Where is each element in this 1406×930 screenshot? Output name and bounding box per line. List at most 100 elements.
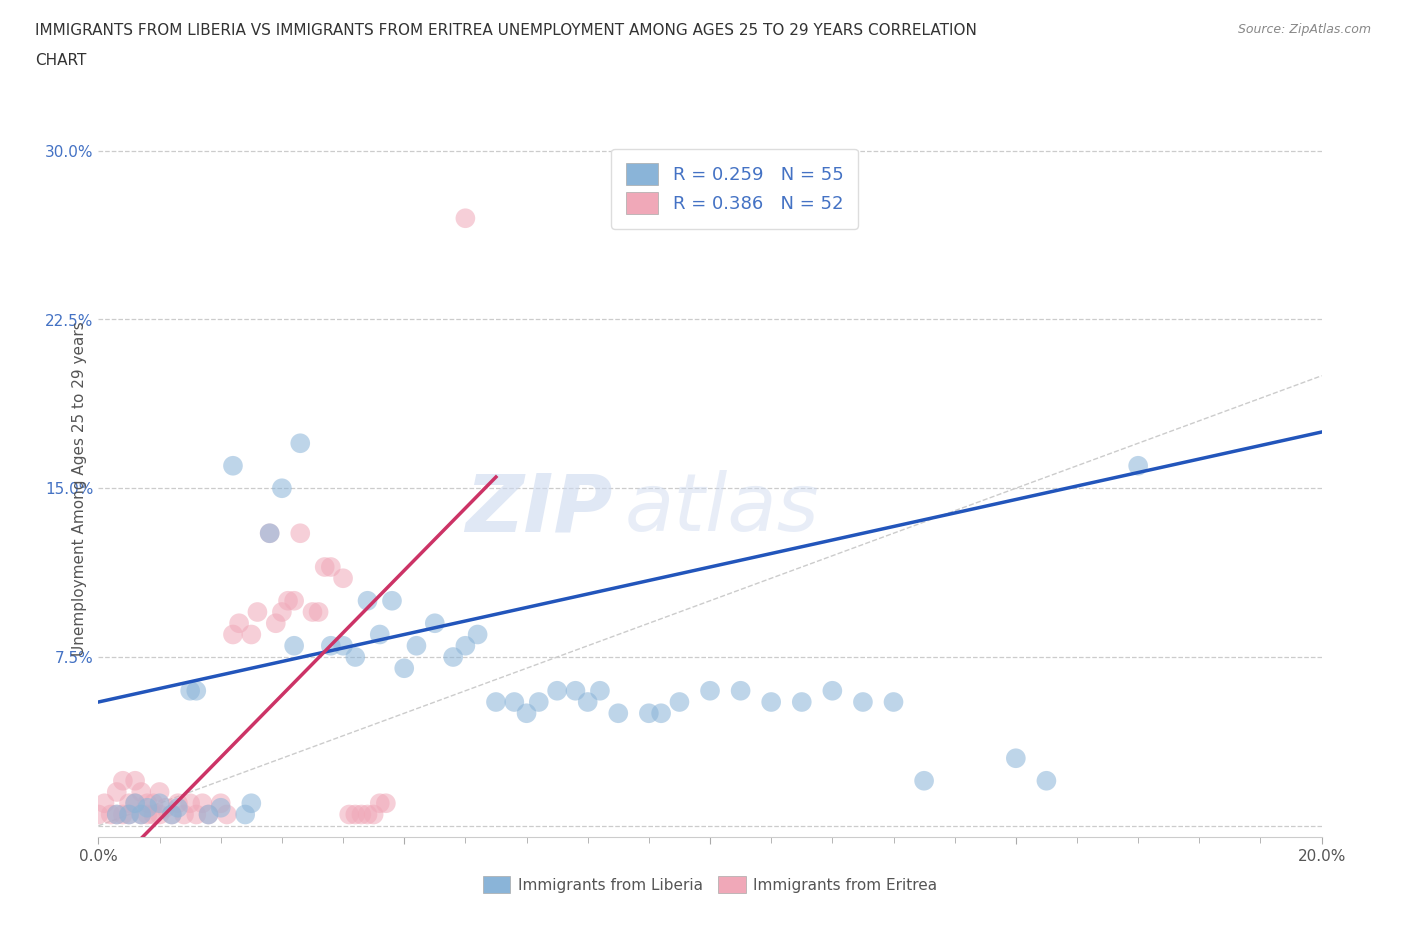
Point — [852, 695, 875, 710]
Point — [118, 807, 141, 822]
Point — [283, 638, 305, 653]
Point — [423, 616, 446, 631]
Point — [209, 796, 232, 811]
Point — [564, 684, 586, 698]
Point — [368, 627, 391, 642]
Y-axis label: Unemployment Among Ages 25 to 29 years: Unemployment Among Ages 25 to 29 years — [72, 321, 87, 656]
Point — [173, 807, 195, 822]
Point — [149, 807, 172, 822]
Point — [240, 627, 263, 642]
Point — [228, 616, 250, 631]
Point — [111, 774, 134, 789]
Point — [105, 785, 128, 800]
Point — [246, 604, 269, 619]
Point — [503, 695, 526, 710]
Point — [546, 684, 568, 698]
Point — [167, 796, 190, 811]
Point — [160, 807, 183, 822]
Point — [136, 796, 159, 811]
Point — [454, 211, 477, 226]
Point — [283, 593, 305, 608]
Point — [215, 807, 238, 822]
Point — [527, 695, 550, 710]
Point — [332, 638, 354, 653]
Point — [186, 684, 208, 698]
Point — [759, 695, 782, 710]
Point — [118, 807, 141, 822]
Point — [405, 638, 427, 653]
Point — [105, 807, 128, 822]
Point — [270, 481, 292, 496]
Point — [129, 807, 152, 822]
Point — [1035, 774, 1057, 789]
Point — [1128, 458, 1150, 473]
Point — [607, 706, 630, 721]
Point — [392, 661, 416, 676]
Point — [337, 807, 360, 822]
Point — [332, 571, 354, 586]
Point — [124, 796, 146, 811]
Legend: Immigrants from Liberia, Immigrants from Eritrea: Immigrants from Liberia, Immigrants from… — [477, 870, 943, 899]
Point — [129, 785, 152, 800]
Point — [467, 627, 489, 642]
Point — [374, 796, 396, 811]
Point — [136, 801, 159, 816]
Point — [454, 638, 477, 653]
Point — [356, 593, 378, 608]
Point — [319, 560, 342, 575]
Text: Source: ZipAtlas.com: Source: ZipAtlas.com — [1237, 23, 1371, 36]
Point — [344, 649, 367, 664]
Point — [222, 627, 245, 642]
Text: IMMIGRANTS FROM LIBERIA VS IMMIGRANTS FROM ERITREA UNEMPLOYMENT AMONG AGES 25 TO: IMMIGRANTS FROM LIBERIA VS IMMIGRANTS FR… — [35, 23, 977, 38]
Point — [589, 684, 612, 698]
Point — [191, 796, 214, 811]
Point — [222, 458, 245, 473]
Point — [209, 801, 232, 816]
Point — [381, 593, 404, 608]
Point — [821, 684, 844, 698]
Point — [124, 774, 146, 789]
Point — [197, 807, 219, 822]
Point — [350, 807, 373, 822]
Point — [179, 684, 201, 698]
Point — [186, 807, 208, 822]
Point — [668, 695, 690, 710]
Point — [124, 796, 146, 811]
Point — [259, 525, 281, 540]
Point — [233, 807, 256, 822]
Point — [142, 796, 165, 811]
Point — [290, 436, 312, 451]
Point — [356, 807, 378, 822]
Point — [485, 695, 508, 710]
Point — [142, 807, 165, 822]
Point — [179, 796, 201, 811]
Point — [441, 649, 464, 664]
Point — [160, 807, 183, 822]
Point — [730, 684, 752, 698]
Point — [699, 684, 721, 698]
Point — [264, 616, 287, 631]
Point — [149, 796, 172, 811]
Point — [308, 604, 330, 619]
Point — [883, 695, 905, 710]
Point — [87, 807, 110, 822]
Point — [319, 638, 342, 653]
Point — [240, 796, 263, 811]
Point — [516, 706, 538, 721]
Point — [912, 774, 935, 789]
Point — [637, 706, 661, 721]
Point — [368, 796, 391, 811]
Point — [105, 807, 128, 822]
Point — [136, 807, 159, 822]
Point — [111, 807, 134, 822]
Point — [149, 785, 172, 800]
Point — [1004, 751, 1026, 765]
Point — [270, 604, 292, 619]
Point — [167, 801, 190, 816]
Text: CHART: CHART — [35, 53, 87, 68]
Point — [363, 807, 385, 822]
Point — [100, 807, 122, 822]
Point — [155, 801, 177, 816]
Text: ZIP: ZIP — [465, 471, 612, 548]
Point — [197, 807, 219, 822]
